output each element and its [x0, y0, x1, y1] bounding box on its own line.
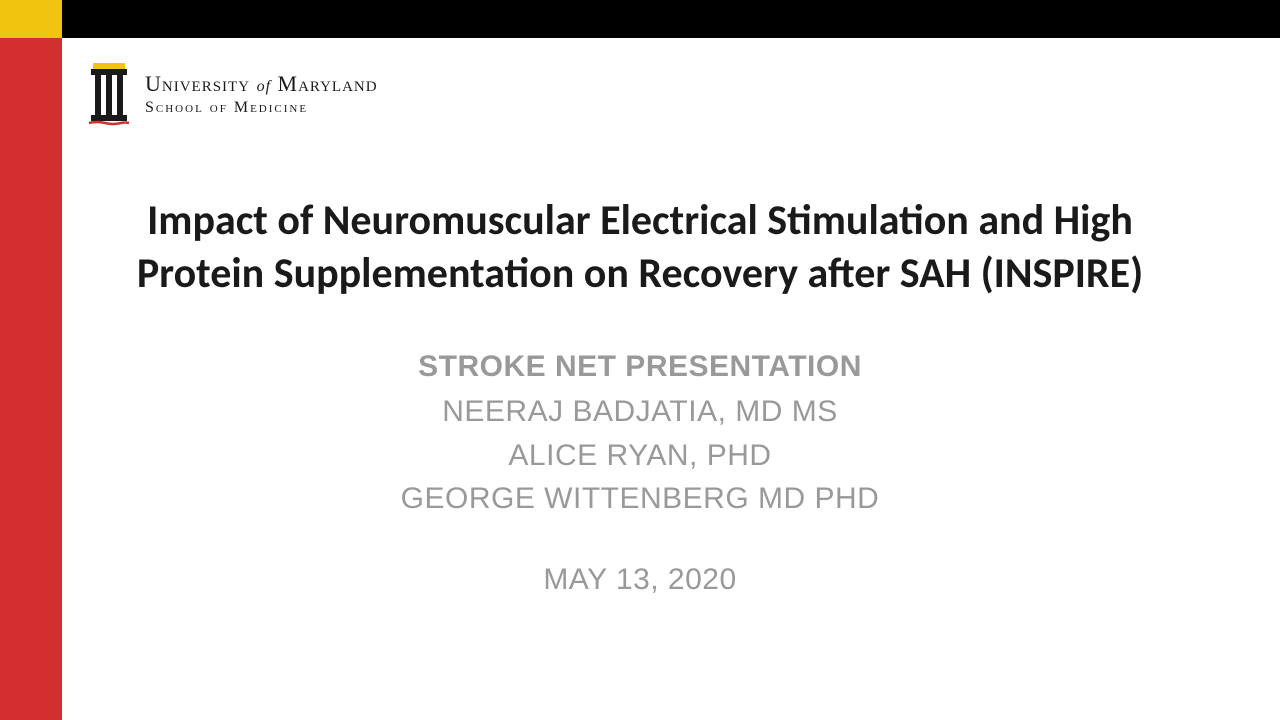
author-3: GEORGE WITTENBERG MD PHD: [100, 477, 1180, 521]
slide-content: Impact of Neuromuscular Electrical Stimu…: [100, 195, 1180, 597]
logo-text: University of Maryland School of Medicin…: [145, 71, 378, 117]
top-bar: [0, 0, 1280, 38]
logo-maryland: Maryland: [278, 71, 378, 96]
yellow-accent: [0, 0, 62, 38]
logo-university: University: [145, 71, 250, 96]
logo-line2: School of Medicine: [145, 99, 378, 117]
logo-of: of: [257, 78, 271, 95]
logo-line1: University of Maryland: [145, 71, 378, 97]
author-1: NEERAJ BADJATIA, MD MS: [100, 390, 1180, 434]
slide-subtitle: STROKE NET PRESENTATION: [100, 350, 1180, 384]
institution-logo: University of Maryland School of Medicin…: [85, 55, 378, 133]
logo-column-icon: [85, 55, 133, 133]
red-sidebar: [0, 38, 62, 720]
slide-title: Impact of Neuromuscular Electrical Stimu…: [100, 195, 1180, 300]
slide-date: MAY 13, 2020: [100, 563, 1180, 597]
author-2: ALICE RYAN, PHD: [100, 434, 1180, 478]
